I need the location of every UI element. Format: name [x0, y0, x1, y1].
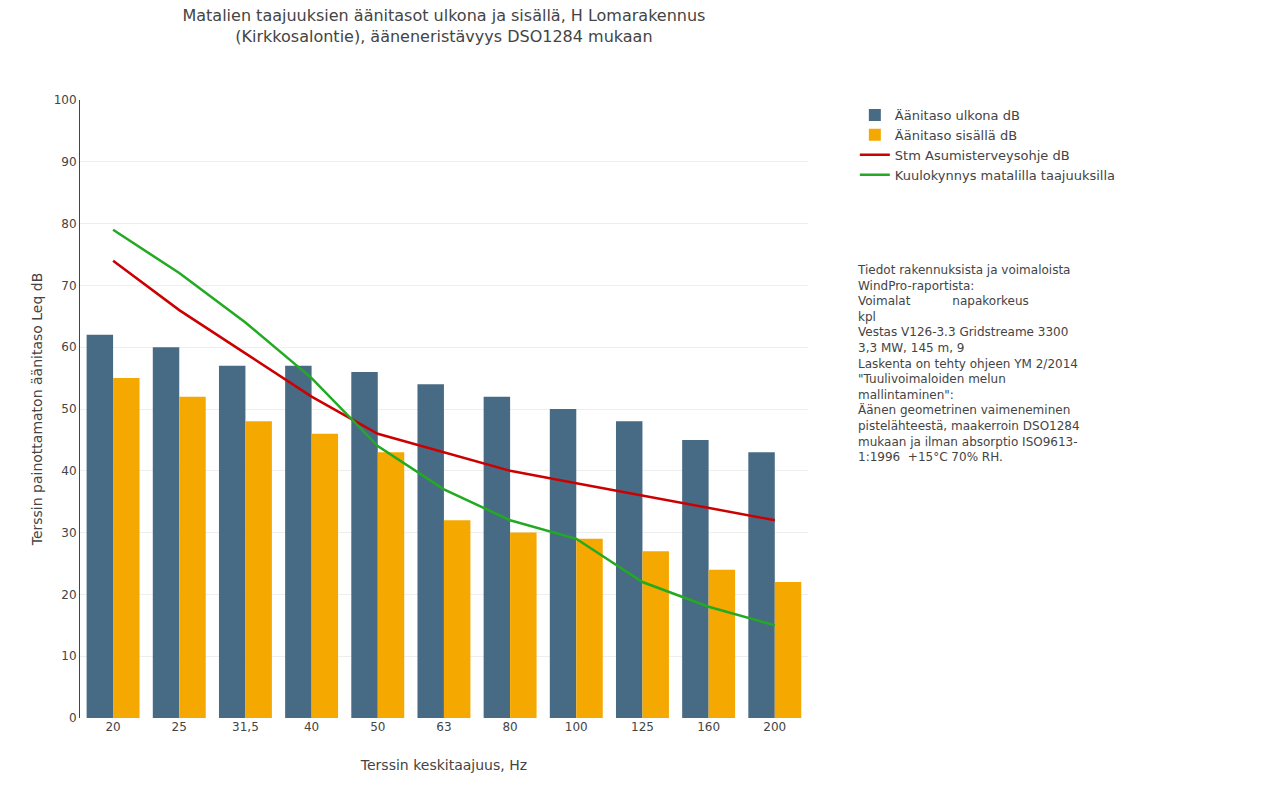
svg-text:20: 20 — [105, 720, 120, 734]
svg-text:Kuulokynnys matalilla taajuuks: Kuulokynnys matalilla taajuuksilla — [895, 168, 1115, 183]
svg-text:20: 20 — [61, 588, 76, 602]
svg-text:63: 63 — [436, 720, 451, 734]
svg-text:Terssin keskitaajuus, Hz: Terssin keskitaajuus, Hz — [360, 757, 527, 773]
svg-text:Stm Asumisterveysohje dB: Stm Asumisterveysohje dB — [895, 148, 1070, 163]
svg-text:10: 10 — [61, 649, 76, 663]
svg-text:70: 70 — [61, 279, 76, 293]
svg-text:25: 25 — [172, 720, 187, 734]
svg-text:50: 50 — [61, 402, 76, 416]
svg-text:40: 40 — [61, 464, 76, 478]
svg-text:125: 125 — [631, 720, 654, 734]
svg-text:90: 90 — [61, 155, 76, 169]
svg-text:Terssin painottamaton äänitaso: Terssin painottamaton äänitaso Leq dB — [29, 273, 45, 547]
svg-text:Äänitaso ulkona dB: Äänitaso ulkona dB — [895, 108, 1020, 123]
svg-text:100: 100 — [565, 720, 588, 734]
svg-text:Tiedot rakennuksista ja voimal: Tiedot rakennuksista ja voimaloistaWindP… — [857, 263, 1080, 464]
svg-text:0: 0 — [69, 711, 77, 725]
svg-text:200: 200 — [763, 720, 786, 734]
svg-text:60: 60 — [61, 340, 76, 354]
svg-text:31,5: 31,5 — [232, 720, 259, 734]
svg-text:80: 80 — [61, 217, 76, 231]
svg-text:Äänitaso sisällä dB: Äänitaso sisällä dB — [895, 128, 1017, 143]
svg-text:50: 50 — [370, 720, 385, 734]
svg-text:80: 80 — [502, 720, 517, 734]
svg-text:160: 160 — [697, 720, 720, 734]
svg-text:40: 40 — [304, 720, 319, 734]
svg-text:30: 30 — [61, 526, 76, 540]
svg-text:Matalien taajuuksien äänitasot: Matalien taajuuksien äänitasot ulkona ja… — [182, 6, 705, 46]
svg-text:100: 100 — [54, 93, 77, 107]
